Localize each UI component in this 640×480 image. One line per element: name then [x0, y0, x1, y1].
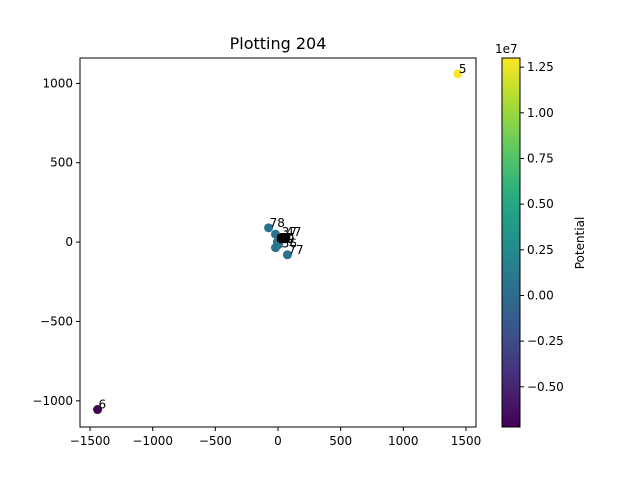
- square-marker: [277, 234, 285, 242]
- colorbar-tick-label: −0.50: [527, 380, 564, 394]
- scatter-point: [282, 250, 292, 260]
- colorbar-tick-label: 0.00: [527, 288, 554, 302]
- x-tick-label: 1000: [388, 434, 419, 448]
- x-tick-label: 0: [274, 434, 282, 448]
- plot-area: −1500 −1000 −500 0 500 1000 1500 −1000 −500 0 500 1…: [32, 57, 482, 448]
- scatter-point: [93, 405, 103, 415]
- scatter-point: [264, 223, 274, 233]
- colorbar-tick-label: 0.50: [527, 197, 554, 211]
- cluster-label: 47: [286, 225, 301, 239]
- point-label: 6: [99, 398, 107, 412]
- colorbar-tick-label: 1.00: [527, 106, 554, 120]
- colorbar-tick-label: 1.25: [527, 60, 554, 74]
- colorbar-tick-label: −0.25: [527, 334, 564, 348]
- chart-title: Plotting 204: [230, 34, 327, 53]
- y-tick-label: −1000: [32, 394, 73, 408]
- y-tick-label: −500: [40, 314, 73, 328]
- point-label: 77: [288, 243, 303, 257]
- colorbar-gradient: [501, 57, 521, 428]
- colorbar: −0.50 −0.25 0.00 0.25 0.50 0.75 1.00 1.25: [501, 57, 564, 428]
- x-tick-label: −500: [199, 434, 232, 448]
- y-tick-label: 500: [50, 156, 73, 170]
- point-label: 78: [270, 216, 285, 230]
- cluster-label: 56: [282, 237, 297, 251]
- x-tick-label: 500: [329, 434, 352, 448]
- point-label: 5: [459, 62, 467, 76]
- x-tick-label: 1500: [451, 434, 482, 448]
- scatter-point: [453, 69, 463, 79]
- y-tick-label: 1000: [42, 76, 73, 90]
- cluster-label: 37: [282, 225, 297, 239]
- colorbar-multiplier: 1e7: [495, 42, 518, 56]
- cluster-label: 59: [279, 232, 294, 246]
- x-tick-label: −1500: [70, 434, 111, 448]
- square-marker: [282, 235, 290, 243]
- colorbar-tick-label: 0.75: [527, 151, 554, 165]
- y-tick-label: 0: [65, 235, 73, 249]
- colorbar-label: Potential: [573, 217, 587, 270]
- colorbar-tick-label: 0.25: [527, 243, 554, 257]
- x-tick-label: −1000: [132, 434, 173, 448]
